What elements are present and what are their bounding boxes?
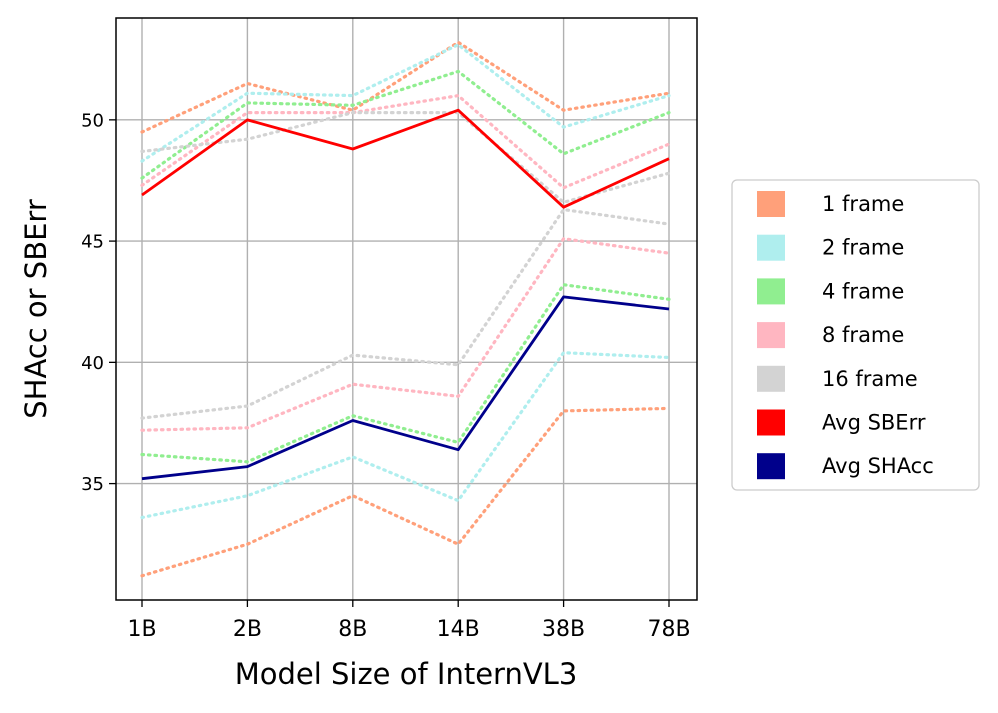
x-tick-label: 2B bbox=[233, 617, 262, 642]
line-8-frame-sberr bbox=[140, 93, 671, 190]
line-1-frame-shacc bbox=[140, 406, 671, 578]
y-axis-ticks: 35 40 45 50 bbox=[81, 110, 116, 495]
legend-label-16-frame: 16 frame bbox=[822, 367, 918, 391]
x-tick-label: 14B bbox=[437, 617, 480, 642]
legend-frame bbox=[731, 179, 980, 491]
x-axis-ticks: 1B 2B 8B 14B 38B 78B bbox=[127, 600, 691, 642]
legend-swatch-16-frame bbox=[757, 365, 785, 392]
plot-frame bbox=[115, 17, 698, 601]
legend-swatch-1-frame bbox=[757, 191, 785, 217]
legend-label-8-frame: 8 frame bbox=[822, 323, 904, 347]
legend-swatch-avg-sberr bbox=[757, 409, 785, 436]
legend-label-avg-shacc: Avg SHAcc bbox=[822, 454, 934, 478]
legend-label-1-frame: 1 frame bbox=[822, 192, 904, 216]
line-avg-sberr-sberr bbox=[141, 108, 670, 209]
y-tick-label: 45 bbox=[81, 232, 104, 253]
x-axis-title: Model Size of InternVL3 bbox=[235, 657, 578, 691]
line-4-frame-shacc bbox=[140, 283, 671, 464]
line-avg-shacc-shacc bbox=[141, 295, 670, 481]
legend-swatch-avg-shacc bbox=[757, 453, 785, 480]
y-tick-label: 50 bbox=[81, 110, 104, 131]
y-axis-title: SHAcc or SBErr bbox=[19, 199, 53, 419]
legend-swatch-8-frame bbox=[757, 322, 785, 349]
x-tick-label: 8B bbox=[338, 617, 367, 642]
series-lines bbox=[140, 40, 671, 578]
line-2-frame-sberr bbox=[140, 43, 671, 163]
x-tick-label: 38B bbox=[542, 617, 585, 642]
line-16-frame-sberr bbox=[140, 110, 671, 204]
y-tick-label: 35 bbox=[81, 474, 104, 495]
line-2-frame-shacc bbox=[140, 351, 671, 520]
legend-swatch-4-frame bbox=[757, 278, 785, 305]
line-1-frame-sberr bbox=[140, 40, 671, 134]
line-8-frame-shacc bbox=[140, 237, 671, 432]
legend-label-avg-sberr: Avg SBErr bbox=[822, 411, 926, 435]
legend-label-4-frame: 4 frame bbox=[822, 279, 904, 303]
x-tick-label: 1B bbox=[127, 617, 156, 642]
line-16-frame-shacc bbox=[140, 208, 671, 420]
legend: 1 frame 2 frame 4 frame 8 frame 16 frame Avg … bbox=[731, 179, 980, 491]
legend-swatch-2-frame bbox=[757, 234, 785, 261]
legend-label-2-frame: 2 frame bbox=[822, 236, 904, 260]
y-tick-label: 40 bbox=[81, 353, 104, 374]
x-tick-label: 78B bbox=[647, 617, 690, 642]
